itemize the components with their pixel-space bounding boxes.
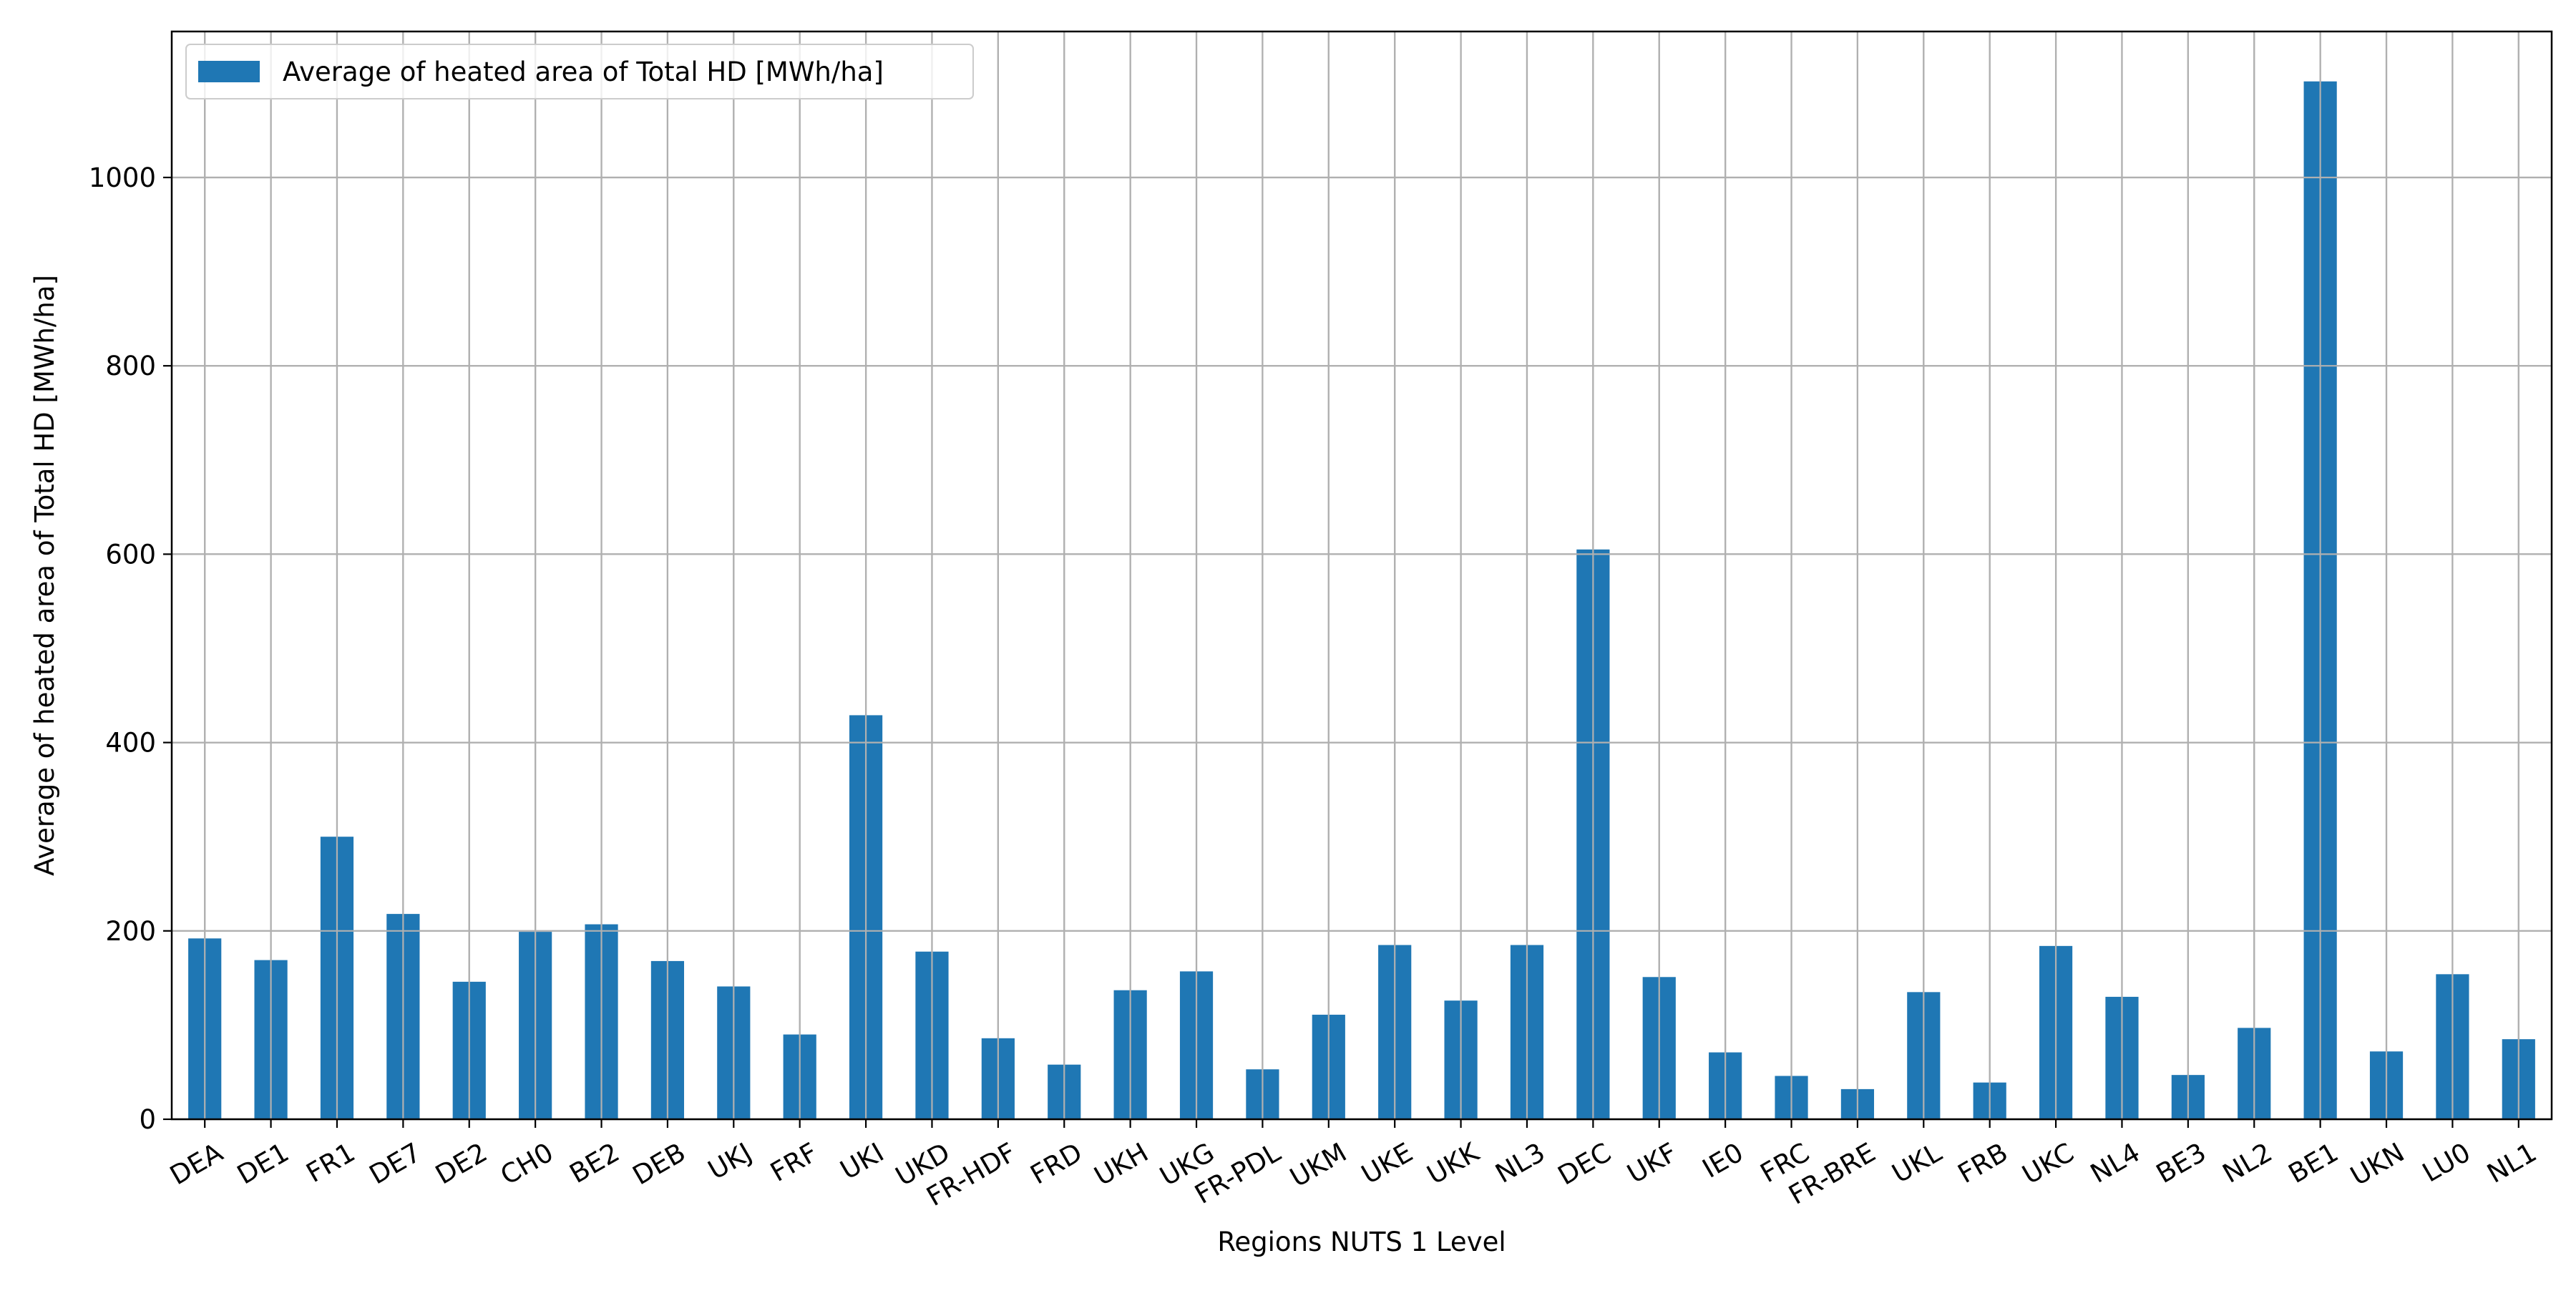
- x-tick-label: UKJ: [703, 1137, 756, 1186]
- x-tick-label: UKC: [2017, 1137, 2079, 1191]
- y-axis: 0 200 400 600 800 1000: [89, 162, 172, 1135]
- x-tick-label: CH0: [495, 1137, 558, 1192]
- x-tick-label: BE2: [565, 1137, 625, 1189]
- x-tick-label: FRF: [765, 1137, 823, 1188]
- x-axis-label: Regions NUTS 1 Level: [1217, 1227, 1506, 1257]
- x-tick-label: UKL: [1887, 1136, 1947, 1189]
- x-tick-label: UKI: [835, 1137, 889, 1186]
- x-tick-label: DEA: [165, 1137, 228, 1192]
- y-tick-label: 200: [105, 916, 156, 947]
- x-tick-label: DEC: [1553, 1137, 1616, 1192]
- bars: [188, 81, 2535, 1120]
- x-tick-label: LU0: [2417, 1137, 2476, 1189]
- x-tick-label: DE7: [364, 1137, 426, 1191]
- x-tick-label: UKE: [1356, 1137, 1418, 1191]
- grid-overlay: [172, 31, 2552, 1121]
- x-tick-label: NL4: [2085, 1137, 2145, 1189]
- y-tick-label: 800: [105, 351, 156, 381]
- x-tick-label: NL2: [2218, 1137, 2278, 1189]
- x-tick-label: NL1: [2482, 1137, 2542, 1189]
- y-tick-label: 1000: [89, 162, 156, 193]
- x-tick-label: UKK: [1422, 1136, 1485, 1191]
- y-tick-label: 0: [139, 1104, 156, 1135]
- x-tick-label: UKH: [1089, 1137, 1153, 1192]
- x-tick-label: BE3: [2151, 1137, 2211, 1189]
- x-tick-label: DE1: [232, 1137, 294, 1191]
- plot-frame: [170, 30, 2553, 1121]
- legend-label: Average of heated area of Total HD [MWh/…: [283, 57, 884, 87]
- x-tick-label: UKF: [1622, 1137, 1682, 1190]
- x-tick-label: NL3: [1491, 1137, 1551, 1189]
- x-tick-label: BE1: [2283, 1137, 2343, 1189]
- x-tick-label: UKN: [2345, 1137, 2409, 1192]
- x-tick-label: IE0: [1697, 1137, 1749, 1184]
- legend-box: [185, 44, 974, 99]
- x-tick-label: FRD: [1025, 1137, 1088, 1191]
- x-tick-label: FRB: [1953, 1137, 2013, 1189]
- x-tick-label: FR1: [301, 1137, 361, 1189]
- x-tick-label: UKM: [1285, 1137, 1352, 1194]
- y-axis-label: Average of heated area of Total HD [MWh/…: [29, 275, 60, 876]
- x-tick-label: DEB: [628, 1137, 691, 1192]
- legend: Average of heated area of Total HD [MWh/…: [185, 44, 974, 99]
- legend-swatch: [198, 61, 260, 82]
- y-tick-label: 400: [105, 728, 156, 759]
- x-tick-label: DE2: [430, 1137, 492, 1191]
- x-axis: DEA DE1 FR1 DE7 DE2 CH0 BE2 DEB UKJ FRF UKI UKDFR-H…: [165, 1119, 2542, 1212]
- y-tick-label: 600: [105, 539, 156, 570]
